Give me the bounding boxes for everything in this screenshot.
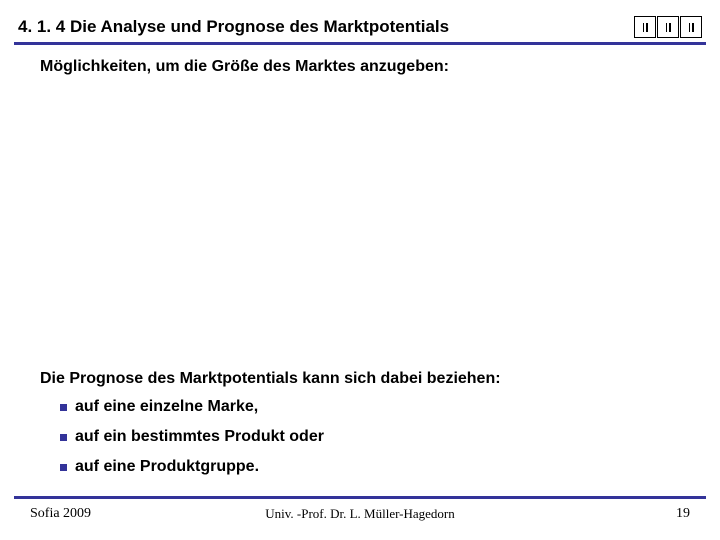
- header-row: 4. 1. 4 Die Analyse und Prognose des Mar…: [18, 16, 702, 38]
- slide-title: 4. 1. 4 Die Analyse und Prognose des Mar…: [18, 17, 449, 37]
- divider-top: [14, 42, 706, 45]
- divider-bottom: [14, 496, 706, 499]
- header-glyphs: [634, 16, 702, 38]
- glyph-box-icon: [680, 16, 702, 38]
- glyph-box-icon: [634, 16, 656, 38]
- bullet-text: auf ein bestimmtes Produkt oder: [75, 428, 324, 446]
- bullet-list: auf eine einzelne Marke, auf ein bestimm…: [60, 398, 680, 488]
- list-item: auf ein bestimmtes Produkt oder: [60, 428, 680, 446]
- page-number: 19: [676, 506, 690, 522]
- bullet-icon: [60, 434, 67, 441]
- footer: Sofia 2009 Univ. -Prof. Dr. L. Müller-Ha…: [30, 506, 690, 522]
- bullet-text: auf eine Produktgruppe.: [75, 458, 259, 476]
- slide: 4. 1. 4 Die Analyse und Prognose des Mar…: [0, 0, 720, 540]
- mid-text: Die Prognose des Marktpotentials kann si…: [40, 370, 501, 388]
- list-item: auf eine Produktgruppe.: [60, 458, 680, 476]
- bullet-icon: [60, 464, 67, 471]
- bullet-icon: [60, 404, 67, 411]
- list-item: auf eine einzelne Marke,: [60, 398, 680, 416]
- glyph-box-icon: [657, 16, 679, 38]
- bullet-text: auf eine einzelne Marke,: [75, 398, 258, 416]
- subtitle-text: Möglichkeiten, um die Größe des Marktes …: [40, 58, 449, 76]
- footer-center: Univ. -Prof. Dr. L. Müller-Hagedorn: [30, 506, 690, 522]
